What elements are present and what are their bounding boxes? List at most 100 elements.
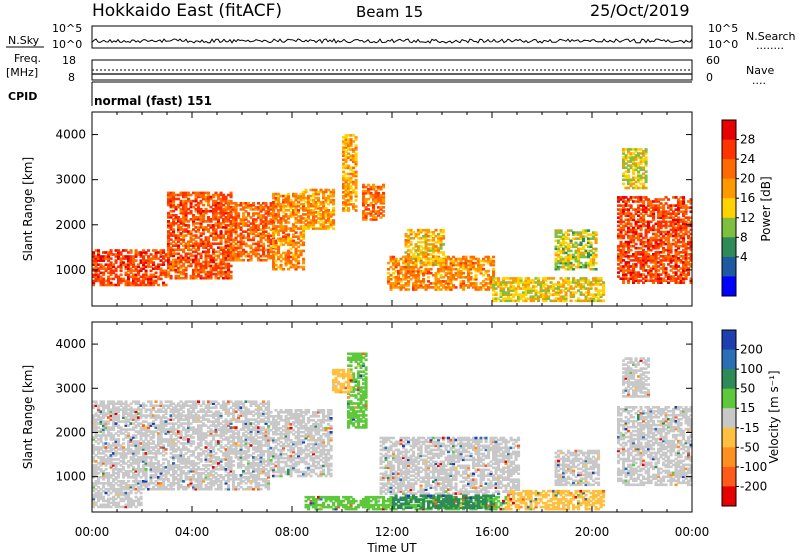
heatmap-cell (307, 221, 311, 224)
heatmap-cell (132, 269, 136, 273)
heatmap-cell (369, 195, 373, 199)
heatmap-cell (569, 291, 573, 294)
heatmap-cell (219, 230, 223, 233)
heatmap-cell (574, 299, 578, 303)
heatmap-cell (124, 267, 128, 270)
heatmap-cell (177, 236, 181, 239)
heatmap-cell (322, 223, 326, 226)
heatmap-cell (104, 424, 108, 427)
heatmap-cell (109, 462, 113, 465)
heatmap-cell (649, 261, 653, 264)
heatmap-cell (277, 204, 281, 208)
heatmap-cell (127, 466, 131, 469)
heatmap-cell (647, 246, 651, 250)
heatmap-cell (382, 197, 386, 201)
heatmap-cell (117, 265, 121, 268)
heatmap-cell (682, 198, 686, 201)
heatmap-cell (284, 239, 288, 243)
heatmap-cell (422, 247, 426, 250)
heatmap-cell (662, 216, 666, 219)
heatmap-cell (314, 196, 318, 200)
heatmap-cell (254, 228, 258, 231)
heatmap-cell (444, 263, 448, 267)
heatmap-cell (554, 233, 558, 236)
heatmap-cell (674, 204, 678, 207)
heatmap-cell (687, 200, 691, 203)
heatmap-cell (164, 273, 168, 277)
heatmap-cell (117, 408, 121, 411)
heatmap-cell (452, 261, 456, 265)
heatmap-cell (224, 270, 228, 274)
heatmap-cell (219, 262, 223, 266)
heatmap-cell (184, 230, 188, 233)
heatmap-cell (139, 259, 143, 262)
heatmap-cell (472, 284, 476, 287)
heatmap-cell (439, 274, 443, 277)
heatmap-cell (332, 202, 336, 206)
heatmap-cell (642, 184, 646, 188)
heatmap-cell (432, 239, 436, 242)
heatmap-cell (352, 203, 356, 206)
heatmap-cell (94, 446, 98, 449)
heatmap-cell (367, 191, 371, 195)
heatmap-cell (434, 280, 438, 283)
heatmap-cell (144, 265, 148, 268)
heatmap-cell (97, 456, 101, 459)
heatmap-cell (347, 172, 351, 176)
heatmap-cell (254, 206, 258, 209)
heatmap-cell (669, 265, 673, 268)
heatmap-cell (617, 248, 621, 252)
heatmap-cell (522, 281, 526, 284)
heatmap-cell (624, 208, 628, 211)
heatmap-cell (124, 412, 128, 415)
heatmap-cell (129, 259, 133, 262)
heatmap-cell (132, 418, 136, 421)
heatmap-cell (134, 279, 138, 283)
heatmap-cell (344, 182, 348, 186)
heatmap-cell (107, 422, 111, 425)
heatmap-cell (557, 261, 561, 265)
heatmap-cell (659, 263, 663, 266)
heatmap-cell (172, 214, 176, 217)
heatmap-cell (672, 226, 676, 230)
heatmap-cell (99, 434, 103, 437)
heatmap-cell (302, 267, 306, 271)
heatmap-cell (92, 483, 96, 487)
heatmap-cell (102, 404, 106, 407)
heatmap-cell (462, 286, 466, 289)
heatmap-cell (97, 442, 101, 445)
heatmap-cell (629, 238, 633, 242)
heatmap-cell (202, 270, 206, 274)
heatmap-cell (97, 446, 101, 449)
heatmap-cell (487, 282, 491, 285)
heatmap-cell (129, 470, 133, 473)
heatmap-cell (287, 267, 291, 271)
heatmap-cell (222, 256, 226, 260)
heatmap-cell (169, 264, 173, 268)
heatmap-cell (319, 209, 323, 212)
heatmap-cell (122, 487, 126, 491)
heatmap-cell (97, 448, 101, 451)
heatmap-cell (667, 212, 671, 215)
heatmap-cell (332, 213, 336, 216)
heatmap-cell (257, 228, 261, 231)
heatmap-cell (667, 246, 671, 250)
heatmap-cell (344, 156, 348, 159)
heatmap-cell (689, 238, 693, 242)
heatmap-cell (104, 267, 108, 270)
heatmap-cell (564, 257, 568, 261)
heatmap-cell (499, 281, 503, 284)
heatmap-cell (232, 254, 236, 258)
y-tick-label: 2000 (55, 218, 86, 232)
heatmap-cell (142, 277, 146, 281)
heatmap-cell (639, 240, 643, 244)
heatmap-cell (627, 257, 631, 260)
heatmap-cell (234, 210, 238, 213)
heatmap-cell (97, 269, 101, 273)
heatmap-cell (104, 438, 108, 441)
heatmap-cell (297, 204, 301, 208)
heatmap-cell (234, 204, 238, 207)
heatmap-cell (184, 266, 188, 270)
heatmap-cell (449, 274, 453, 277)
heatmap-cell (684, 216, 688, 219)
